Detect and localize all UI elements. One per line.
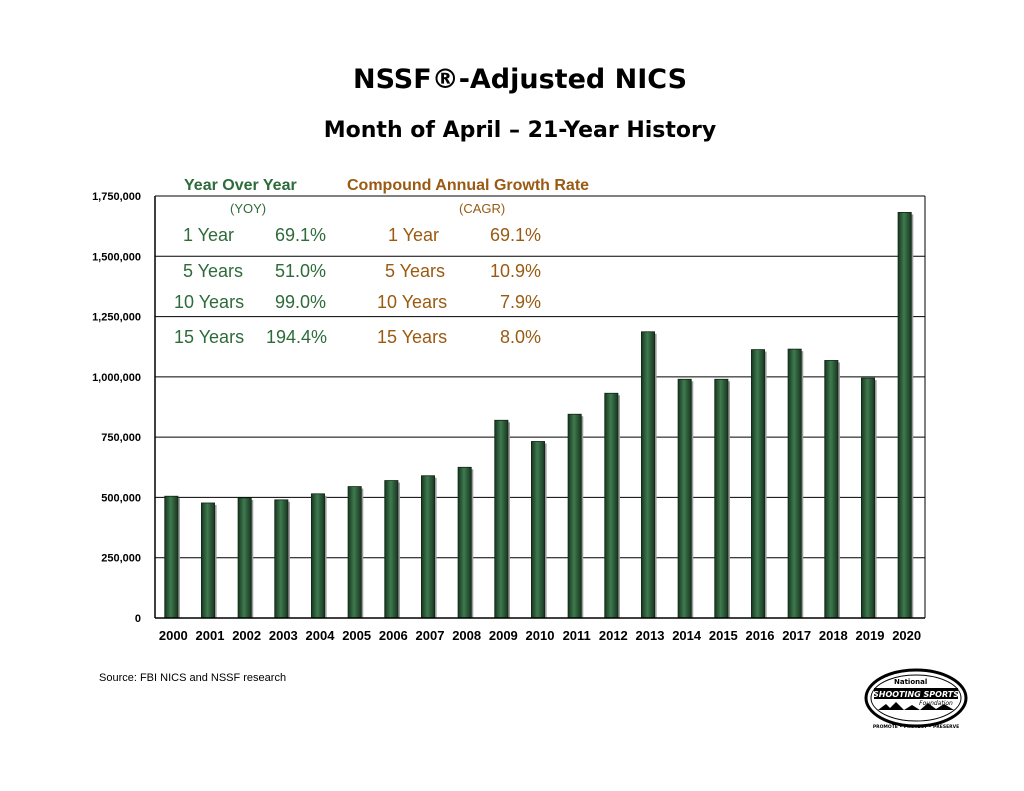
bar [274,499,289,619]
x-tick-label: 2018 [819,628,848,643]
y-tick-label: 1,000,000 [92,372,141,384]
chart-title: NSSF®-Adjusted NICS [352,64,688,95]
cagr-abbr: (CAGR) [459,201,506,216]
bar [861,377,876,619]
bar [897,211,912,619]
tick-labels: 0 250,000 500,000 750,000 1,000,000 1,250,000… [92,191,921,643]
yoy-row-label: 5 Years [183,261,244,281]
nssf-logo: National SHOOTING SPORTS Foundation PROM… [864,668,968,730]
bar [494,419,509,619]
yoy-row-value: 69.1% [275,225,327,245]
x-tick-label: 2008 [452,628,481,643]
x-tick-label: 2003 [269,628,298,643]
bar [604,392,619,619]
bar [531,441,546,619]
x-tick-label: 2009 [489,628,518,643]
x-tick-label: 2014 [672,628,702,643]
x-tick-label: 2015 [709,628,738,643]
logo-arc: PROMOTE • PROTECT • PRESERVE [873,724,959,730]
yoy-abbr: (YOY) [230,201,267,216]
cagr-row-label: 5 Years [385,261,446,281]
logo-line1: National [894,678,927,686]
yoy-row-value: 99.0% [275,292,327,312]
bar [164,495,179,619]
cagr-row-label: 15 Years [377,327,448,347]
cagr-row-label: 1 Year [388,225,440,245]
y-tick-label: 1,500,000 [92,251,141,263]
bar [567,413,582,619]
y-tick-label: 500,000 [101,492,141,504]
x-tick-label: 2007 [416,628,445,643]
y-tick-label: 1,750,000 [92,191,141,203]
bar [347,486,362,619]
bar [310,493,325,619]
y-tick-label: 750,000 [101,432,141,444]
cagr-row-label: 10 Years [377,292,448,312]
cagr-row-value: 69.1% [490,225,542,245]
yoy-row-label: 10 Years [174,292,245,312]
bar [641,331,656,619]
logo-line3: Foundation [919,700,953,707]
bar [420,475,435,619]
yoy-row-value: 194.4% [266,327,328,347]
x-tick-label: 2013 [636,628,665,643]
yoy-row-label: 1 Year [183,225,235,245]
bar [787,348,802,619]
bar [457,466,472,619]
x-tick-label: 2011 [563,628,591,643]
axes [154,195,926,619]
x-tick-label: 2012 [599,628,628,643]
x-tick-label: 2016 [746,628,775,643]
x-tick-label: 2002 [232,628,261,643]
chart-subtitle: Month of April – 21-Year History [323,118,717,143]
logo-line2: SHOOTING SPORTS [873,690,959,699]
yoy-row-label: 15 Years [174,327,245,347]
y-tick-label: 250,000 [101,553,141,565]
bar [677,378,692,619]
bar [237,497,252,619]
x-tick-label: 2005 [342,628,371,643]
y-tick-label: 0 [135,613,141,625]
cagr-row-value: 7.9% [500,292,542,312]
x-tick-label: 2004 [306,628,336,643]
x-tick-label: 2020 [892,628,921,643]
source-note: Source: FBI NICS and NSSF research [99,672,287,684]
bar [200,502,215,619]
cagr-row-value: 8.0% [500,327,542,347]
cagr-row-value: 10.9% [490,261,542,281]
bar [384,480,399,619]
y-tick-label: 1,250,000 [92,312,141,324]
bar [824,360,839,619]
x-tick-label: 2019 [856,628,885,643]
x-tick-label: 2006 [379,628,408,643]
bar [751,349,766,619]
bars [164,211,914,619]
x-tick-label: 2001 [196,628,225,643]
yoy-heading: Year Over Year [184,177,297,194]
x-tick-label: 2017 [782,628,811,643]
yoy-row-value: 51.0% [275,261,327,281]
x-tick-label: 2010 [526,628,555,643]
cagr-heading: Compound Annual Growth Rate [347,177,590,194]
x-tick-label: 2000 [159,628,188,643]
bar [714,378,729,619]
